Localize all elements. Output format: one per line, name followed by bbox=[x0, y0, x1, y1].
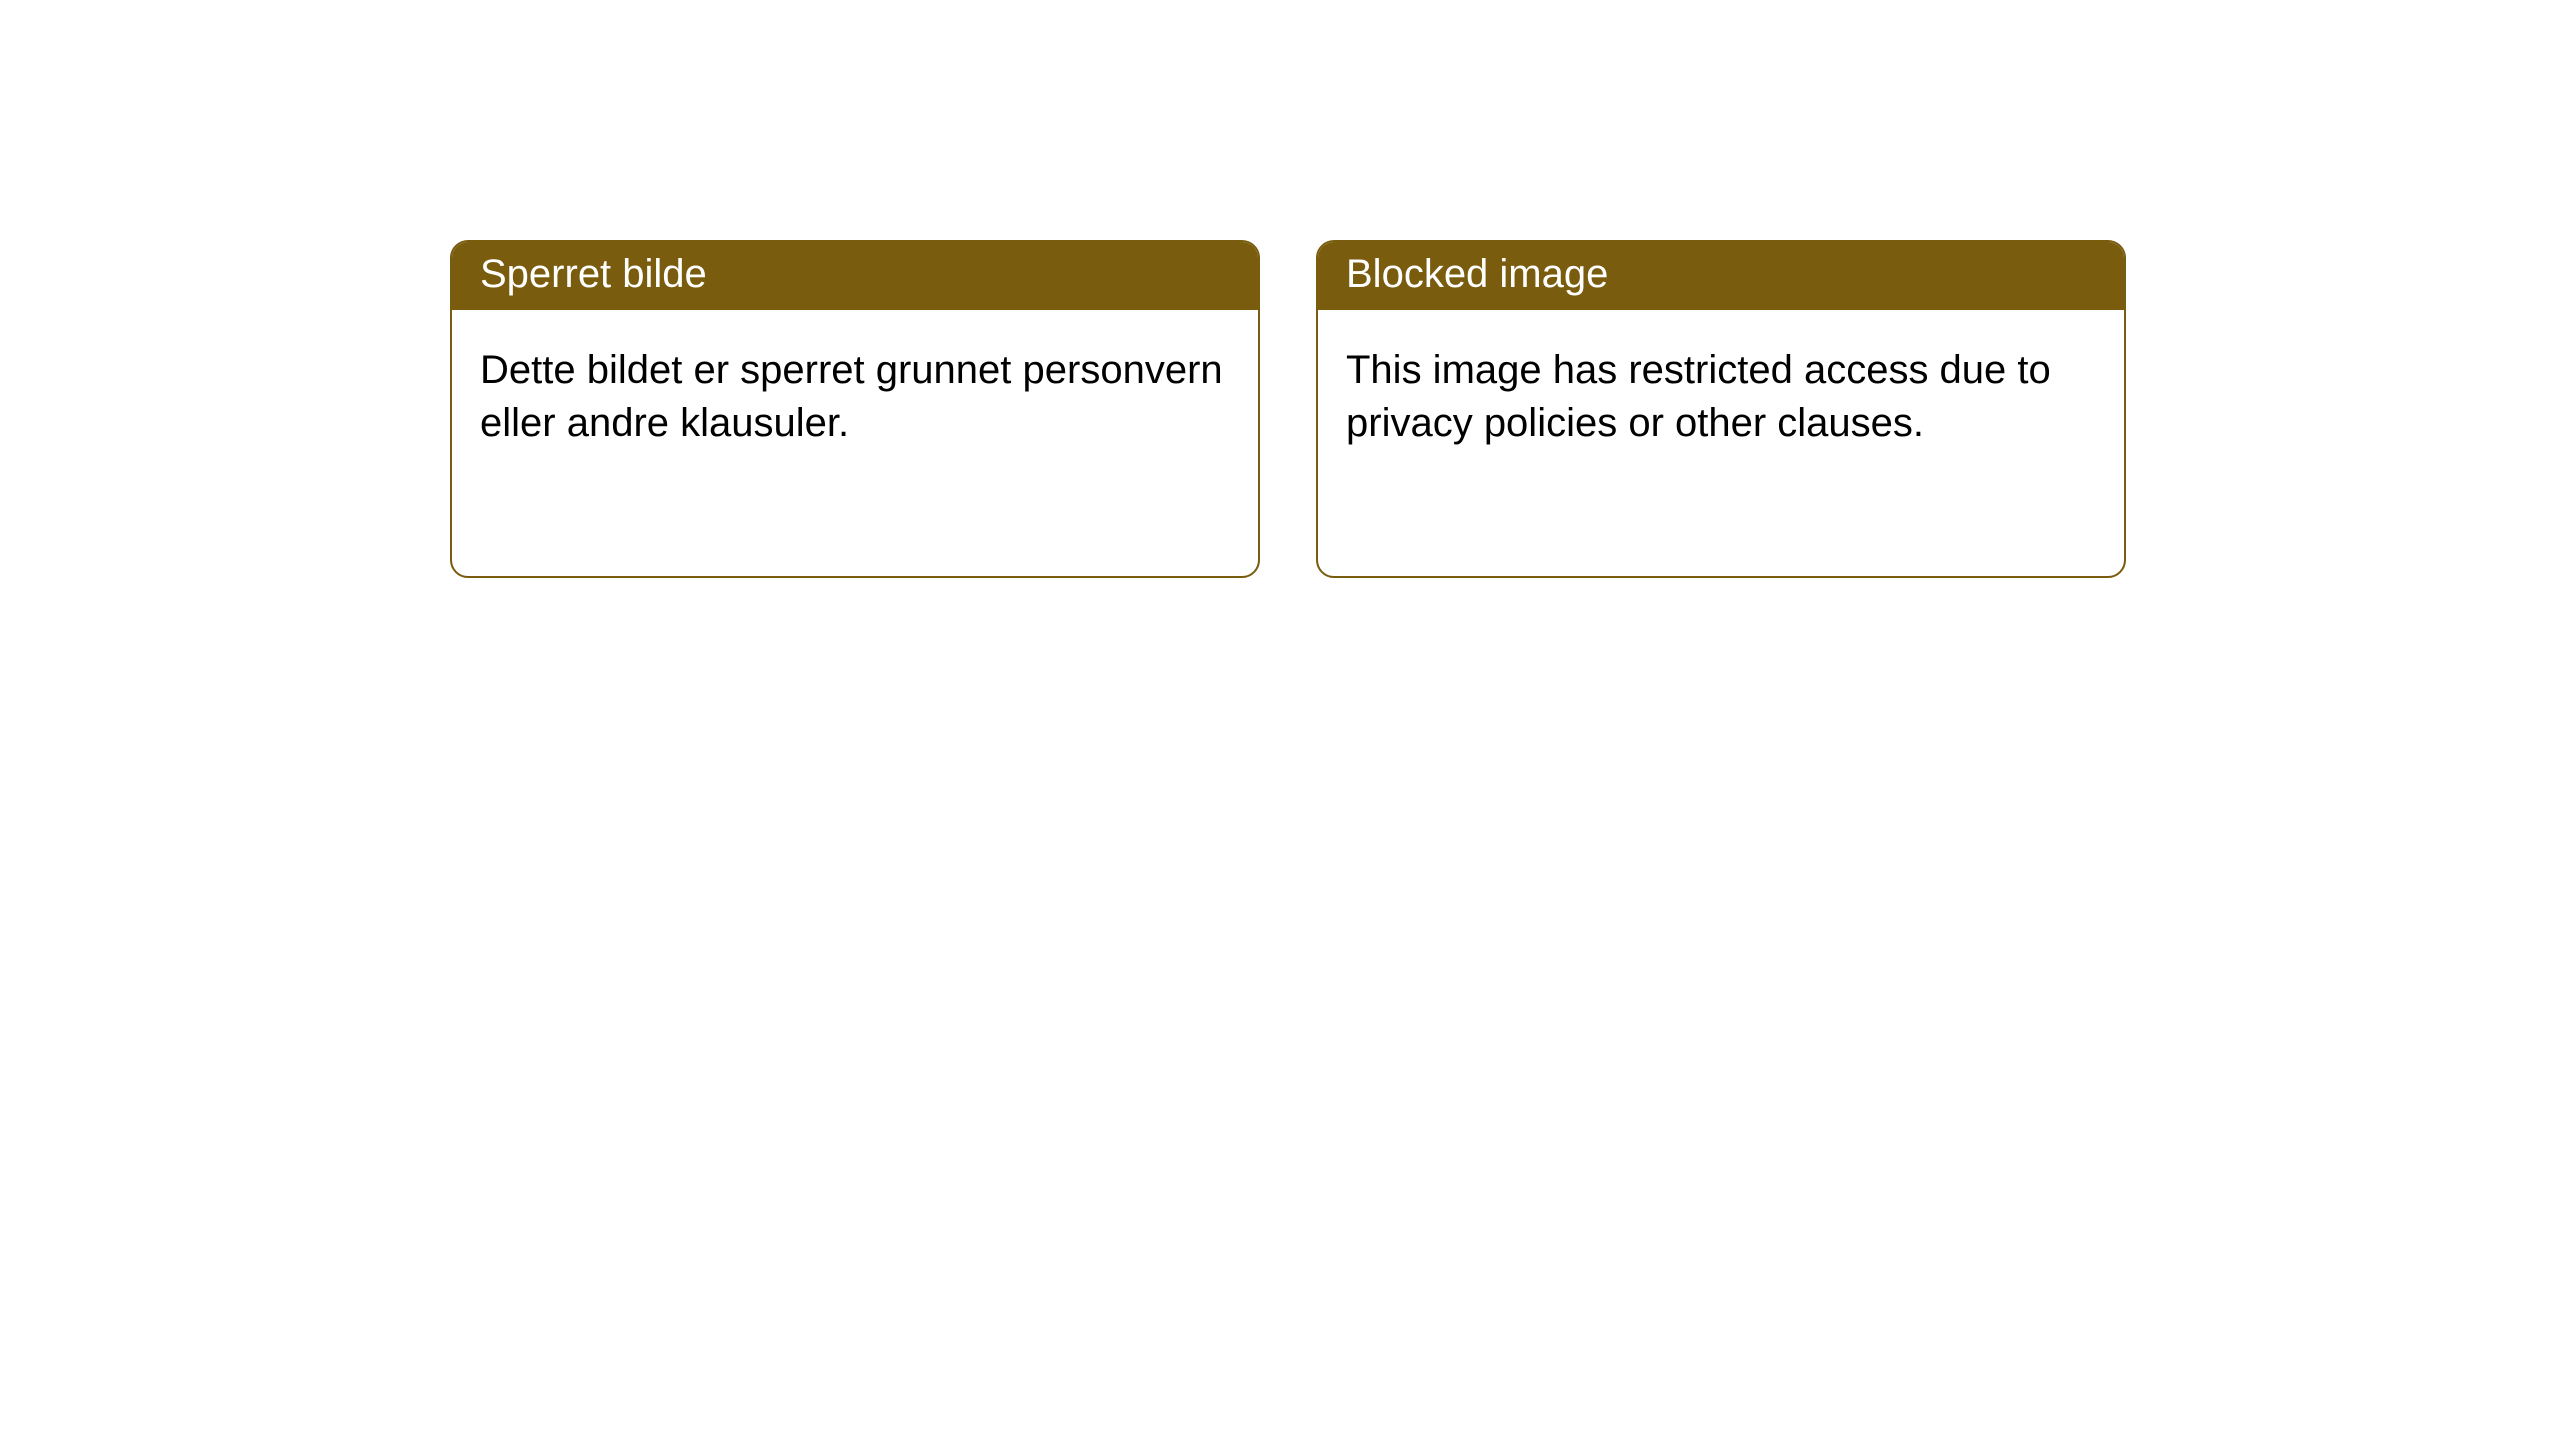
blocked-image-card-english: Blocked image This image has restricted … bbox=[1316, 240, 2126, 578]
blocked-image-card-norwegian: Sperret bilde Dette bildet er sperret gr… bbox=[450, 240, 1260, 578]
card-title: Blocked image bbox=[1318, 242, 2124, 310]
card-container: Sperret bilde Dette bildet er sperret gr… bbox=[0, 0, 2560, 578]
card-body-text: This image has restricted access due to … bbox=[1318, 310, 2124, 484]
card-body-text: Dette bildet er sperret grunnet personve… bbox=[452, 310, 1258, 484]
card-title: Sperret bilde bbox=[452, 242, 1258, 310]
